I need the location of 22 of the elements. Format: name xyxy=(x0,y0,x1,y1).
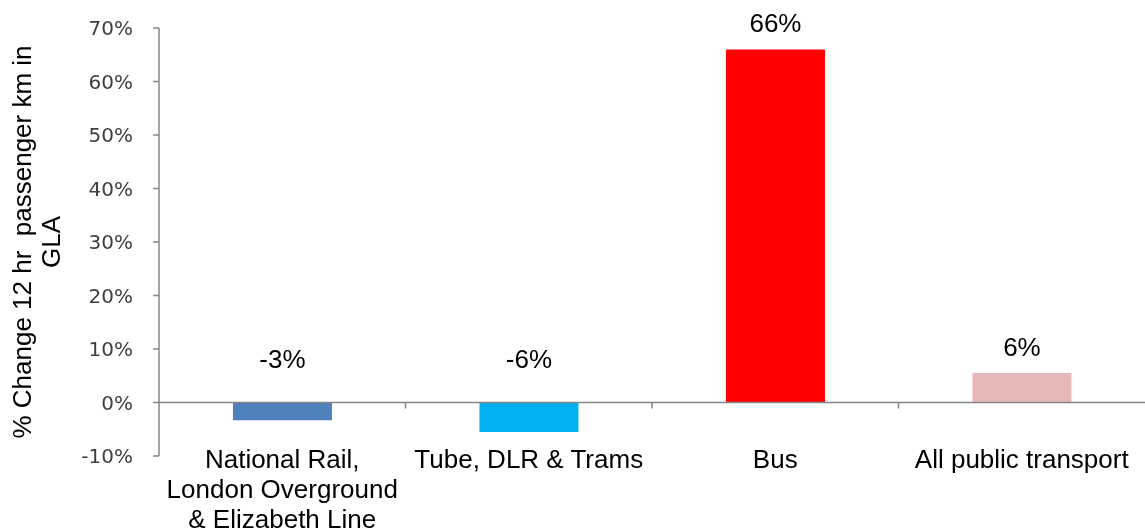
y-tick-label: 0% xyxy=(101,390,133,415)
x-tick-label: Tube, DLR & Trams xyxy=(414,444,644,474)
x-tick-label: Bus xyxy=(752,444,798,474)
y-tick-label: 50% xyxy=(88,123,133,148)
bar xyxy=(232,402,332,421)
x-tick-label: National Rail, London Overground & Elizabeth Line xyxy=(166,444,398,531)
y-tick-label: 10% xyxy=(88,337,133,362)
x-tick-label: All public transport xyxy=(914,444,1130,474)
y-tick-label: -10% xyxy=(81,444,133,469)
data-label: -6% xyxy=(505,343,553,374)
data-label: 66% xyxy=(749,8,802,39)
y-tick-label: 60% xyxy=(88,69,133,94)
bar xyxy=(725,49,825,403)
bar xyxy=(972,373,1072,403)
y-tick-label: 30% xyxy=(88,230,133,255)
bar xyxy=(479,402,579,432)
y-tick-label: 70% xyxy=(88,16,133,41)
y-axis-title: % Change 12 hr passenger km in GLA xyxy=(6,45,66,439)
data-label: 6% xyxy=(1003,332,1041,363)
data-label: -3% xyxy=(259,343,306,374)
y-tick-label: 20% xyxy=(88,283,133,308)
y-tick-label: 40% xyxy=(88,176,133,201)
